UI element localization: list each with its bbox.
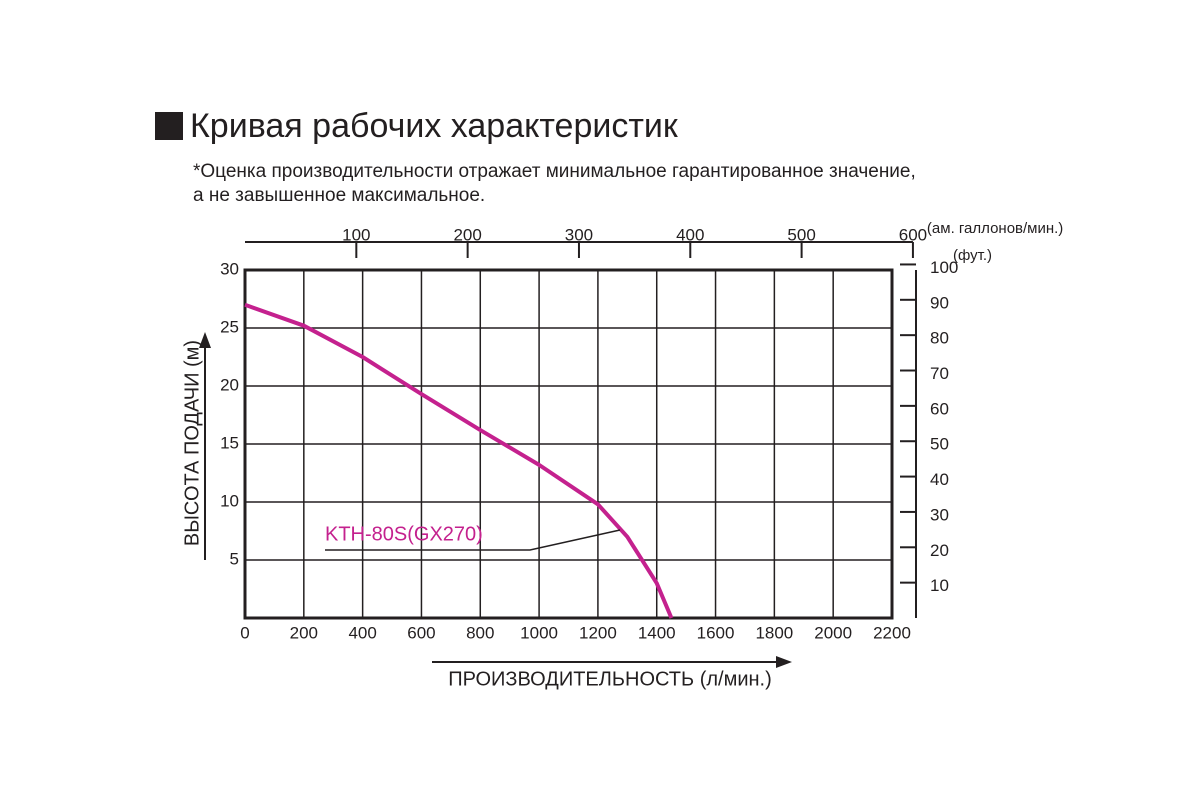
y2-tick-label: 90 [930, 293, 949, 312]
y2-tick-label: 30 [930, 505, 949, 524]
chart-title: Кривая рабочих характеристик [190, 107, 679, 145]
subtitle: *Оценка производительности отражает мини… [193, 161, 916, 182]
x-tick-label: 1400 [638, 623, 676, 642]
y2-tick-label: 80 [930, 329, 949, 348]
x-tick-label: 1000 [520, 623, 558, 642]
x-tick-label: 1200 [579, 623, 617, 642]
x-tick-label: 800 [466, 623, 494, 642]
y-tick-label: 20 [220, 375, 239, 394]
x-tick-label: 2200 [873, 623, 911, 642]
y2-tick-label: 40 [930, 470, 949, 489]
subtitle: а не завышенное максимальное. [193, 185, 485, 206]
y2-axis-label: (фут.) [953, 247, 992, 264]
x2-axis-label: (ам. галлонов/мин.) [927, 220, 1063, 237]
series-line [244, 302, 674, 619]
y2-tick-label: 10 [930, 576, 949, 595]
x-tick-label: 1800 [755, 623, 793, 642]
x2-tick-label: 600 [899, 225, 927, 244]
x2-tick-label: 200 [453, 225, 481, 244]
y-tick-label: 10 [220, 491, 239, 510]
title-marker [155, 112, 183, 140]
x-arrow-head [776, 656, 792, 668]
x2-tick-label: 100 [342, 225, 370, 244]
y-axis-label: ВЫСОТА ПОДАЧИ (м) [181, 340, 203, 546]
y2-tick-label: 70 [930, 364, 949, 383]
x2-tick-label: 400 [676, 225, 704, 244]
x-tick-label: 1600 [697, 623, 735, 642]
x-axis-label: ПРОИЗВОДИТЕЛЬНОСТЬ (л/мин.) [448, 668, 772, 690]
y-tick-label: 5 [230, 549, 239, 568]
series-label: KTH-80S(GX270) [325, 523, 483, 545]
x2-tick-label: 300 [565, 225, 593, 244]
x-tick-label: 600 [407, 623, 435, 642]
y-arrow-head [199, 332, 211, 348]
y-tick-label: 15 [220, 433, 239, 452]
y2-tick-label: 60 [930, 399, 949, 418]
y-tick-label: 25 [220, 317, 239, 336]
x-tick-label: 400 [348, 623, 376, 642]
x2-tick-label: 500 [787, 225, 815, 244]
leader-line [325, 529, 621, 551]
x-tick-label: 2000 [814, 623, 852, 642]
x-tick-label: 200 [290, 623, 318, 642]
plot-frame [243, 268, 894, 620]
y-tick-label: 30 [220, 259, 239, 278]
x-tick-label: 0 [240, 623, 249, 642]
y2-tick-label: 100 [930, 258, 958, 277]
y2-tick-label: 50 [930, 435, 949, 454]
y2-tick-label: 20 [930, 541, 949, 560]
